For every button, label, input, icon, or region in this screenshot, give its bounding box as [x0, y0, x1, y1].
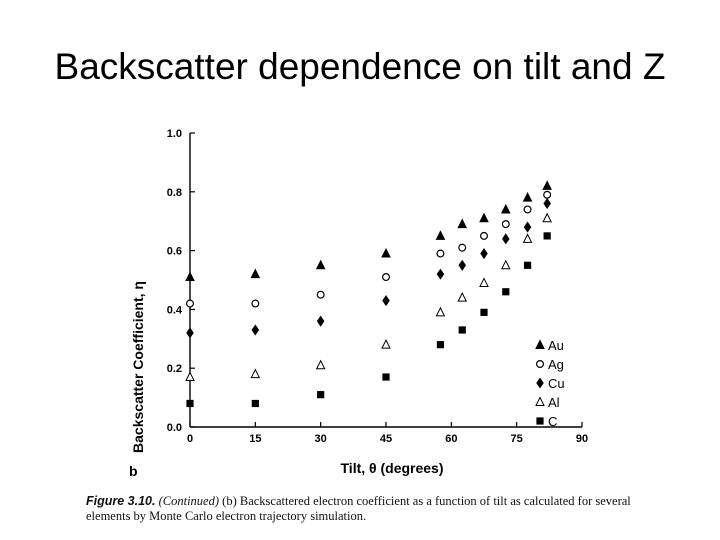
- legend-marker-ag: [535, 360, 544, 369]
- series-ag: [186, 190, 552, 308]
- x-tick-label: 60: [445, 433, 457, 445]
- legend-label-ag: Ag: [548, 357, 564, 372]
- data-point-al: [315, 359, 326, 370]
- legend-marker-au: [535, 339, 545, 349]
- data-point-ag: [316, 290, 325, 299]
- data-point-al: [185, 371, 195, 382]
- data-point-au: [250, 268, 261, 279]
- data-point-al: [542, 212, 552, 223]
- legend-label-al: Al: [548, 395, 560, 410]
- data-point-cu: [543, 198, 551, 210]
- x-tick-label: 30: [315, 433, 327, 445]
- data-point-au: [479, 212, 489, 223]
- x-tick-label: 15: [249, 433, 261, 445]
- data-point-c: [436, 341, 445, 349]
- data-point-au: [185, 271, 195, 282]
- series-cu: [186, 198, 551, 339]
- caption-continued: (Continued): [158, 494, 220, 508]
- slide-title: Backscatter dependence on tilt and Z: [54, 46, 666, 87]
- y-tick-label: 0.4: [167, 304, 183, 316]
- data-point-ag: [501, 220, 510, 229]
- series-c: [186, 232, 551, 408]
- series-al: [185, 212, 552, 382]
- figure-caption: Figure 3.10. (Continued) (b) Backscatter…: [86, 494, 646, 524]
- data-point-au: [457, 218, 468, 229]
- legend-marker-al: [535, 396, 545, 406]
- caption-text: (b) Backscattered electron coefficient a…: [86, 494, 631, 523]
- data-point-al: [479, 277, 489, 287]
- data-point-au: [500, 203, 511, 214]
- data-point-cu: [382, 295, 390, 307]
- data-point-al: [500, 259, 511, 270]
- legend-label-au: Au: [548, 338, 564, 353]
- legend-label-c: C: [548, 414, 557, 429]
- data-point-c: [523, 261, 532, 269]
- chart-marks: [185, 180, 552, 408]
- data-point-ag: [251, 299, 260, 308]
- data-point-c: [251, 399, 259, 408]
- data-point-au: [315, 259, 326, 270]
- data-point-ag: [523, 205, 532, 214]
- data-point-al: [435, 306, 446, 317]
- data-point-au: [542, 180, 552, 190]
- data-point-c: [382, 373, 390, 381]
- caption-label: Figure 3.10.: [86, 494, 156, 508]
- data-point-al: [457, 292, 468, 302]
- data-point-ag: [458, 243, 467, 252]
- data-point-cu: [458, 259, 466, 271]
- panel-label: b: [129, 463, 138, 479]
- data-point-c: [543, 232, 551, 240]
- data-point-cu: [480, 248, 488, 260]
- legend-label-cu: Cu: [548, 376, 565, 391]
- data-point-c: [480, 308, 488, 316]
- x-axis-label: Tilt, θ (degrees): [341, 460, 444, 476]
- data-point-c: [186, 399, 194, 408]
- legend-marker-c: [536, 417, 544, 425]
- x-tick-label: 45: [380, 433, 392, 445]
- data-point-ag: [186, 299, 195, 308]
- data-point-cu: [251, 324, 260, 336]
- data-point-cu: [502, 233, 510, 245]
- y-tick-label: 0.2: [167, 363, 182, 375]
- data-point-c: [317, 391, 325, 399]
- data-point-ag: [543, 190, 552, 199]
- data-point-ag: [436, 249, 445, 258]
- y-tick-label: 0.6: [167, 246, 182, 258]
- y-tick-label: 0.0: [167, 422, 182, 434]
- y-tick-label: 1.0: [167, 128, 182, 140]
- data-point-ag: [480, 231, 489, 240]
- data-point-au: [381, 247, 391, 258]
- legend-marker-cu: [536, 377, 544, 389]
- chart-legend: Au Ag Cu Al C: [535, 338, 565, 429]
- y-axis-label: Backscatter Coefficient, η: [130, 281, 146, 453]
- data-point-cu: [186, 327, 194, 339]
- data-point-c: [502, 288, 510, 296]
- data-point-au: [522, 192, 533, 202]
- x-tick-label: 0: [187, 433, 193, 445]
- backscatter-chart: 0 15 30 45 60 75 90 0.0 0.2 0.4 0.6 0.8 1.0 Au Ag Cu Al…: [130, 128, 588, 476]
- x-tick-label: 75: [511, 433, 523, 445]
- data-point-au: [435, 230, 446, 240]
- y-tick-label: 0.8: [167, 187, 182, 199]
- data-point-cu: [316, 315, 325, 327]
- data-point-cu: [436, 268, 445, 280]
- data-point-al: [381, 339, 391, 349]
- data-point-al: [250, 368, 261, 379]
- data-point-ag: [382, 273, 391, 282]
- data-point-cu: [523, 221, 532, 233]
- data-point-c: [458, 326, 466, 334]
- chart-ticks: 0 15 30 45 60 75 90 0.0 0.2 0.4 0.6 0.8 1.0: [167, 128, 588, 445]
- data-point-al: [522, 233, 533, 243]
- x-tick-label: 90: [576, 433, 588, 445]
- series-au: [185, 180, 552, 282]
